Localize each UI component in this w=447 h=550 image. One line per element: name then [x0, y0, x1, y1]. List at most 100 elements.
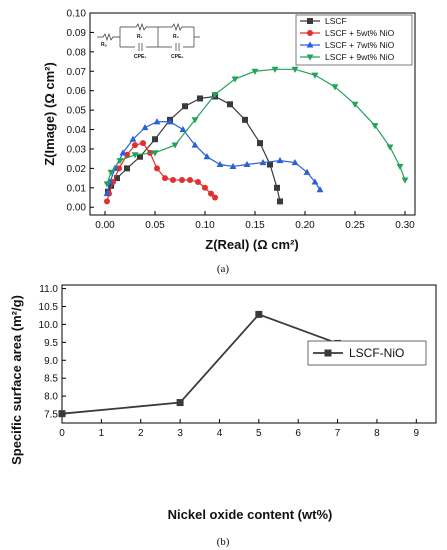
- circuit-rc-1: [119, 22, 159, 51]
- plot-frame-a: [89, 12, 416, 216]
- data-point: [107, 169, 115, 176]
- data-point: [166, 118, 174, 125]
- data-point: [131, 152, 139, 159]
- data-point: [197, 95, 203, 102]
- circuit-label-cpe2: CPE₂: [171, 54, 184, 60]
- y-tick-label: 9.0: [44, 356, 58, 367]
- legend-a-marker: [306, 41, 314, 48]
- y-tick-label: 0.02: [67, 164, 87, 175]
- series-line: [107, 95, 281, 202]
- y-tick-label: 11.0: [39, 284, 58, 295]
- y-axis-label-a: Z(Image) (Ω cm²): [42, 62, 57, 166]
- axis-ticks-a: 0.00 0.05 0.10 0.15 0.20 0.25 0.30 0.00 0.01 0.02…: [67, 9, 416, 232]
- data-point: [259, 158, 267, 166]
- data-point: [108, 182, 114, 189]
- plot-frame-b: [61, 284, 437, 424]
- caption-a: (a): [217, 263, 230, 275]
- data-point: [58, 410, 66, 418]
- data-point: [396, 163, 404, 171]
- x-tick-label: 9: [414, 428, 420, 439]
- y-tick-label: 0.06: [67, 86, 87, 97]
- data-point: [103, 181, 111, 188]
- data-point: [243, 160, 251, 168]
- data-point: [303, 168, 311, 175]
- data-point: [153, 118, 161, 125]
- data-point: [152, 136, 158, 143]
- data-point: [170, 177, 176, 184]
- data-point: [203, 153, 211, 160]
- circuit-inset: Rₒ R₁ R₂ CPE₁ CPE₂: [97, 22, 200, 60]
- data-point: [191, 117, 199, 124]
- x-tick-label: 7: [335, 428, 341, 439]
- data-point: [276, 157, 284, 164]
- data-point: [114, 175, 120, 182]
- y-tick-label: 0.05: [67, 106, 87, 117]
- legend-a-label-2: LSCF + 5wt% NiO: [325, 28, 395, 38]
- data-point: [212, 194, 218, 201]
- data-point: [162, 175, 168, 182]
- data-point: [291, 66, 299, 73]
- data-point: [351, 101, 359, 108]
- legend-b-marker: [324, 349, 332, 357]
- legend-a: LSCF LSCF + 5wt% NiO LSCF + 7wt% NiO LSC…: [295, 14, 413, 66]
- data-point: [311, 178, 319, 185]
- data-point: [257, 140, 263, 147]
- legend-b: LSCF-NiO: [307, 340, 427, 366]
- data-point: [291, 158, 299, 166]
- data-point: [211, 92, 219, 99]
- x-axis-label-a: Z(Real) (Ω cm²): [205, 237, 298, 252]
- data-point: [132, 142, 138, 149]
- y-tick-label: 0.00: [67, 203, 87, 214]
- y-axis-label-b: Specific surface area (m²/g): [9, 295, 24, 465]
- data-point: [140, 140, 146, 147]
- legend-b-label: LSCF-NiO: [349, 346, 404, 360]
- legend-a-marker: [306, 54, 314, 61]
- x-tick-label: 0.00: [95, 220, 115, 231]
- data-point: [271, 66, 279, 73]
- data-point: [154, 165, 160, 172]
- x-tick-label: 0.10: [195, 220, 215, 231]
- x-tick-label: 5: [256, 428, 262, 439]
- x-tick-label: 0: [59, 428, 65, 439]
- y-tick-label: 0.07: [67, 67, 87, 78]
- x-tick-label: 3: [177, 428, 183, 439]
- y-tick-label: 0.03: [67, 144, 87, 155]
- y-tick-label: 7.5: [44, 410, 58, 421]
- data-point: [137, 153, 143, 160]
- y-tick-label: 10.5: [39, 302, 59, 313]
- data-point: [129, 135, 137, 142]
- y-tick-label: 8.0: [44, 392, 58, 403]
- data-point: [316, 186, 324, 193]
- x-tick-label: 4: [217, 428, 223, 439]
- chart-a: 0.00 0.05 0.10 0.15 0.20 0.25 0.30 0.00 0.01 0.02…: [42, 9, 416, 275]
- data-point: [311, 72, 319, 79]
- circuit-lead-left: [97, 32, 120, 42]
- data-point: [202, 184, 208, 191]
- circuit-rc-2: [158, 22, 200, 51]
- data-point: [182, 103, 188, 110]
- y-tick-label: 0.08: [67, 47, 87, 58]
- legend-a-label-3: LSCF + 7wt% NiO: [325, 40, 395, 50]
- data-point: [242, 116, 248, 123]
- circuit-label-r2: R₂: [173, 34, 179, 40]
- axis-ticks-b: 0 1 2 3 4 5 6 7 8 9 7.5 8.0 8.5 9.0 9.5 10.0 10.5 11.0: [39, 284, 420, 439]
- y-tick-label: 10.0: [39, 320, 59, 331]
- data-point: [195, 178, 201, 185]
- data-point: [119, 149, 127, 156]
- x-tick-label: 0.15: [245, 220, 265, 231]
- data-point: [141, 123, 149, 131]
- x-tick-label: 0.25: [345, 220, 365, 231]
- data-point: [151, 150, 159, 157]
- data-point: [231, 76, 239, 83]
- x-tick-label: 0.05: [145, 220, 165, 231]
- data-point: [251, 68, 259, 75]
- data-point: [103, 190, 111, 197]
- series-line: [106, 121, 321, 194]
- y-tick-label: 0.04: [67, 125, 87, 136]
- data-point: [371, 123, 379, 130]
- data-point: [274, 184, 280, 191]
- data-point: [216, 160, 224, 168]
- circuit-label-cpe1: CPE₁: [134, 54, 146, 60]
- legend-a-label-1: LSCF: [325, 16, 347, 26]
